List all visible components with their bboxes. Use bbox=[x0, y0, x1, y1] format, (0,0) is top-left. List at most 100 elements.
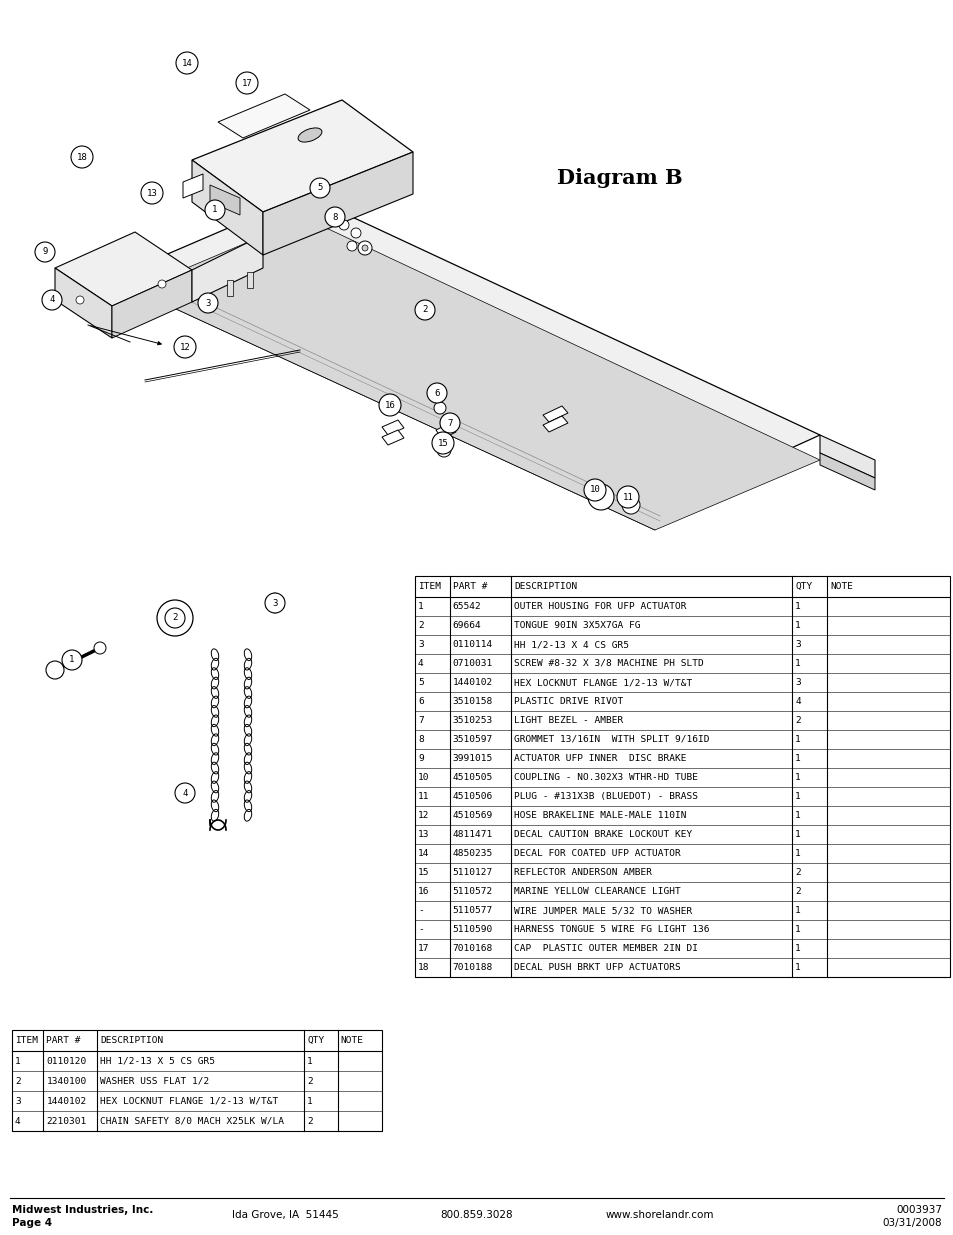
Text: 2: 2 bbox=[307, 1077, 313, 1086]
Text: 4510569: 4510569 bbox=[453, 811, 493, 820]
Text: 0110114: 0110114 bbox=[453, 640, 493, 650]
Text: 5110127: 5110127 bbox=[453, 868, 493, 877]
Circle shape bbox=[347, 241, 356, 251]
Circle shape bbox=[141, 182, 163, 204]
Text: HH 1/2-13 X 5 CS GR5: HH 1/2-13 X 5 CS GR5 bbox=[100, 1056, 214, 1066]
Text: 16: 16 bbox=[417, 887, 429, 897]
Text: 1: 1 bbox=[795, 792, 801, 802]
Text: 18: 18 bbox=[417, 963, 429, 972]
Text: 2210301: 2210301 bbox=[47, 1116, 87, 1125]
Text: HARNESS TONGUE 5 WIRE FG LIGHT 136: HARNESS TONGUE 5 WIRE FG LIGHT 136 bbox=[514, 925, 709, 934]
Polygon shape bbox=[381, 430, 403, 445]
Text: 16: 16 bbox=[384, 400, 395, 410]
Text: 1: 1 bbox=[795, 811, 801, 820]
Polygon shape bbox=[135, 219, 820, 530]
Text: 0710031: 0710031 bbox=[453, 659, 493, 668]
Text: 3: 3 bbox=[795, 678, 801, 687]
Circle shape bbox=[71, 146, 92, 168]
Text: PLASTIC DRIVE RIVOT: PLASTIC DRIVE RIVOT bbox=[514, 697, 623, 706]
Circle shape bbox=[173, 336, 195, 358]
Bar bbox=[12, 1030, 381, 1131]
Text: 1: 1 bbox=[213, 205, 217, 215]
Circle shape bbox=[357, 241, 372, 254]
Text: Ida Grove, IA  51445: Ida Grove, IA 51445 bbox=[232, 1210, 338, 1220]
Text: 3: 3 bbox=[417, 640, 423, 650]
Text: REFLECTOR ANDERSON AMBER: REFLECTOR ANDERSON AMBER bbox=[514, 868, 652, 877]
Text: 4811471: 4811471 bbox=[453, 830, 493, 839]
Text: Page 4: Page 4 bbox=[12, 1218, 52, 1228]
Text: 1: 1 bbox=[795, 621, 801, 630]
Text: DECAL PUSH BRKT UFP ACTUATORS: DECAL PUSH BRKT UFP ACTUATORS bbox=[514, 963, 680, 972]
Circle shape bbox=[168, 611, 182, 625]
Text: 1: 1 bbox=[795, 830, 801, 839]
Text: 10: 10 bbox=[589, 485, 599, 494]
Text: -: - bbox=[417, 906, 423, 915]
Polygon shape bbox=[820, 453, 874, 490]
Circle shape bbox=[434, 403, 446, 414]
Text: 3: 3 bbox=[15, 1097, 21, 1105]
Text: 65542: 65542 bbox=[453, 601, 481, 611]
Text: SCREW #8-32 X 3/8 MACHINE PH SLTD: SCREW #8-32 X 3/8 MACHINE PH SLTD bbox=[514, 659, 703, 668]
Text: CHAIN SAFETY 8/0 MACH X25LK W/LA: CHAIN SAFETY 8/0 MACH X25LK W/LA bbox=[100, 1116, 284, 1125]
Circle shape bbox=[621, 496, 639, 514]
Text: HH 1/2-13 X 4 CS GR5: HH 1/2-13 X 4 CS GR5 bbox=[514, 640, 629, 650]
Text: 1: 1 bbox=[795, 906, 801, 915]
Text: DECAL FOR COATED UFP ACTUATOR: DECAL FOR COATED UFP ACTUATOR bbox=[514, 848, 680, 858]
Text: HEX LOCKNUT FLANGE 1/2-13 W/T&T: HEX LOCKNUT FLANGE 1/2-13 W/T&T bbox=[514, 678, 692, 687]
Text: 7: 7 bbox=[447, 419, 453, 427]
Text: 1: 1 bbox=[417, 601, 423, 611]
Text: 6: 6 bbox=[434, 389, 439, 398]
Polygon shape bbox=[381, 420, 403, 435]
Circle shape bbox=[46, 661, 64, 679]
Text: DESCRIPTION: DESCRIPTION bbox=[514, 582, 577, 592]
Text: 4: 4 bbox=[182, 788, 188, 798]
Text: 11: 11 bbox=[417, 792, 429, 802]
Text: 2: 2 bbox=[15, 1077, 21, 1086]
Polygon shape bbox=[192, 100, 413, 212]
Text: NOTE: NOTE bbox=[829, 582, 852, 592]
Text: 9: 9 bbox=[42, 247, 48, 257]
Polygon shape bbox=[112, 270, 192, 338]
Text: 1440102: 1440102 bbox=[47, 1097, 87, 1105]
Circle shape bbox=[587, 484, 614, 510]
Text: WIRE JUMPER MALE 5/32 TO WASHER: WIRE JUMPER MALE 5/32 TO WASHER bbox=[514, 906, 692, 915]
Circle shape bbox=[35, 242, 55, 262]
Text: 6: 6 bbox=[417, 697, 423, 706]
Circle shape bbox=[436, 443, 451, 457]
Text: 3510158: 3510158 bbox=[453, 697, 493, 706]
Text: Diagram B: Diagram B bbox=[557, 168, 682, 188]
Text: WASHER USS FLAT 1/2: WASHER USS FLAT 1/2 bbox=[100, 1077, 209, 1086]
Polygon shape bbox=[436, 424, 456, 438]
Circle shape bbox=[583, 479, 605, 501]
Text: 1: 1 bbox=[795, 735, 801, 743]
Polygon shape bbox=[192, 235, 263, 303]
Text: 2: 2 bbox=[795, 887, 801, 897]
Text: 4: 4 bbox=[50, 295, 54, 305]
Circle shape bbox=[427, 383, 447, 403]
Polygon shape bbox=[820, 435, 874, 478]
Text: 15: 15 bbox=[417, 868, 429, 877]
Text: 4510506: 4510506 bbox=[453, 792, 493, 802]
Text: QTY: QTY bbox=[795, 582, 812, 592]
Text: 13: 13 bbox=[147, 189, 157, 198]
Text: 14: 14 bbox=[417, 848, 429, 858]
Polygon shape bbox=[542, 406, 567, 422]
Text: 1: 1 bbox=[795, 944, 801, 953]
Text: 5110577: 5110577 bbox=[453, 906, 493, 915]
Circle shape bbox=[351, 228, 360, 238]
Text: 3: 3 bbox=[795, 640, 801, 650]
Bar bbox=[415, 576, 949, 977]
Text: LIGHT BEZEL - AMBER: LIGHT BEZEL - AMBER bbox=[514, 716, 623, 725]
Text: 1: 1 bbox=[795, 755, 801, 763]
Text: 5: 5 bbox=[317, 184, 322, 193]
Text: 2: 2 bbox=[307, 1116, 313, 1125]
Polygon shape bbox=[542, 416, 567, 432]
Text: DECAL CAUTION BRAKE LOCKOUT KEY: DECAL CAUTION BRAKE LOCKOUT KEY bbox=[514, 830, 692, 839]
Text: 9: 9 bbox=[417, 755, 423, 763]
Text: NOTE: NOTE bbox=[340, 1036, 363, 1045]
Polygon shape bbox=[55, 232, 192, 306]
Text: QTY: QTY bbox=[307, 1036, 324, 1045]
Text: 4: 4 bbox=[417, 659, 423, 668]
Text: 4: 4 bbox=[15, 1116, 21, 1125]
Circle shape bbox=[378, 394, 400, 416]
